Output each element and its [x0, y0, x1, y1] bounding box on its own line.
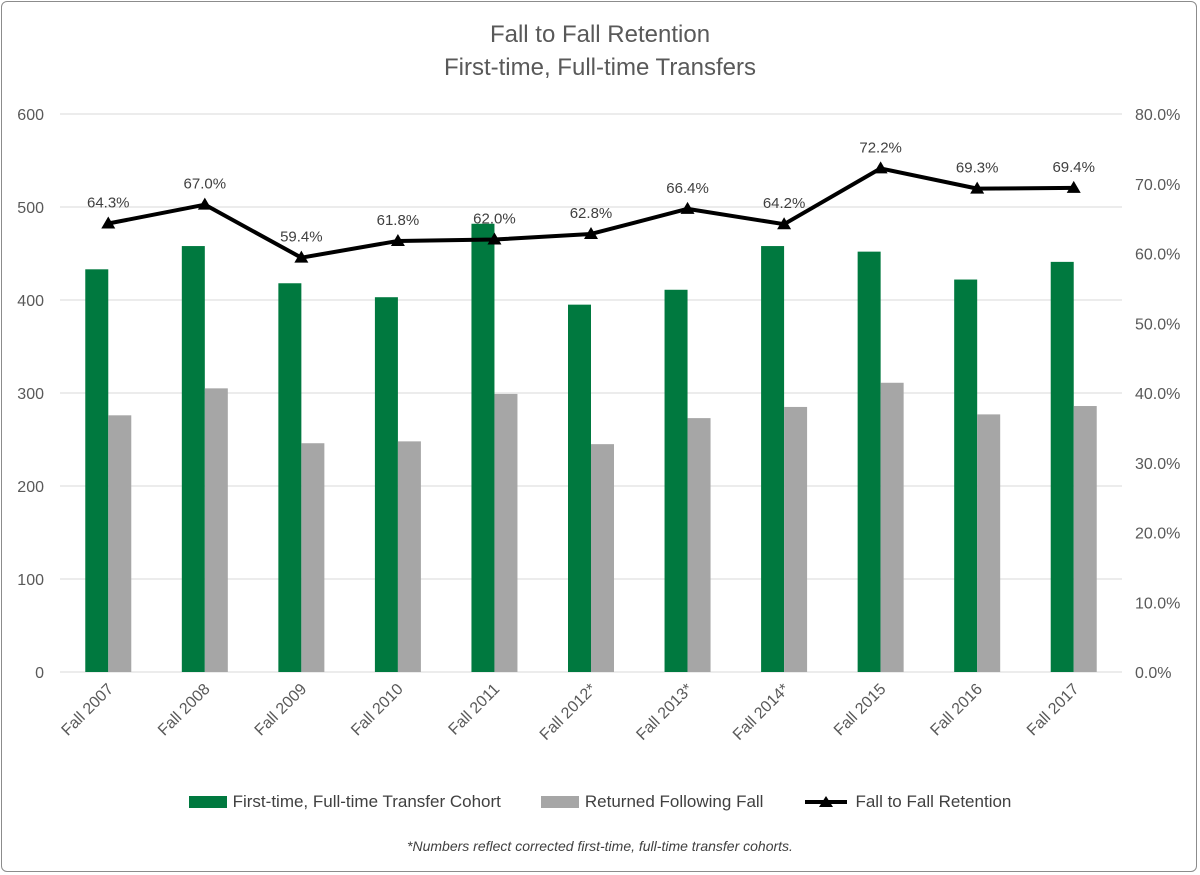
right-axis-tick-label: 10.0% [1135, 595, 1180, 612]
legend-item-cohort: First-time, Full-time Transfer Cohort [188, 792, 501, 812]
retention-data-label: 67.0% [184, 176, 227, 193]
bar-cohort [181, 246, 205, 672]
retention-marker [487, 232, 502, 245]
legend: First-time, Full-time Transfer Cohort Re… [0, 792, 1200, 812]
legend-swatch-returned [540, 796, 579, 808]
right-axis-tick-label: 80.0% [1135, 107, 1180, 124]
bar-returned [397, 441, 421, 672]
footnote: *Numbers reflect corrected first-time, f… [407, 838, 793, 854]
x-axis-tick-label: Fall 2015 [831, 681, 890, 740]
bar-returned [494, 393, 518, 672]
x-axis-tick-label: Fall 2010 [348, 681, 407, 740]
bar-cohort [1050, 261, 1074, 672]
retention-data-label: 59.4% [280, 229, 323, 246]
left-axis-tick-label: 300 [17, 386, 44, 403]
legend-swatch-retention [805, 796, 848, 807]
bar-cohort [471, 223, 495, 673]
left-axis-tick-label: 100 [17, 572, 44, 589]
bar-returned [784, 406, 808, 672]
bar-cohort [85, 269, 109, 672]
left-axis-tick-label: 200 [17, 479, 44, 496]
x-axis-tick-label: Fall 2009 [252, 681, 311, 740]
right-axis-tick-label: 70.0% [1135, 177, 1180, 194]
bar-returned [687, 418, 711, 672]
bar-returned [1073, 406, 1097, 672]
retention-data-label: 64.2% [763, 195, 806, 212]
retention-data-label: 72.2% [859, 139, 902, 156]
x-axis-tick-label: Fall 2014* [730, 681, 793, 744]
retention-data-label: 64.3% [87, 195, 130, 212]
right-axis-tick-label: 0.0% [1135, 665, 1171, 682]
legend-item-returned: Returned Following Fall [540, 792, 764, 812]
x-axis-tick-label: Fall 2013* [633, 681, 696, 744]
left-axis-tick-label: 0 [35, 665, 44, 682]
chart-subtitle: First-time, Full-time Transfers [443, 54, 757, 81]
retention-marker [680, 201, 695, 214]
legend-swatch-cohort [188, 796, 227, 808]
bar-returned [301, 443, 325, 672]
bar-cohort [857, 251, 881, 672]
left-axis-tick-label: 500 [17, 200, 44, 217]
bar-cohort [374, 297, 398, 672]
left-axis-tick-label: 400 [17, 293, 44, 310]
retention-data-label: 69.3% [956, 160, 999, 177]
right-axis-tick-label: 30.0% [1135, 456, 1180, 473]
legend-label-cohort: First-time, Full-time Transfer Cohort [232, 792, 501, 811]
right-axis-tick-label: 40.0% [1135, 386, 1180, 403]
retention-marker [777, 217, 792, 230]
right-axis-tick-label: 50.0% [1135, 316, 1180, 333]
retention-data-label: 66.4% [666, 180, 709, 197]
x-axis-tick-label: Fall 2012* [537, 681, 600, 744]
bar-cohort [954, 279, 978, 672]
retention-marker [873, 161, 888, 174]
retention-data-label: 62.8% [570, 205, 613, 222]
bar-returned [977, 414, 1001, 672]
retention-marker [584, 226, 598, 239]
retention-marker [1066, 180, 1081, 193]
bar-cohort [761, 246, 785, 672]
retention-marker [294, 250, 309, 263]
retention-marker [390, 233, 405, 246]
retention-data-label: 62.0% [473, 211, 516, 228]
retention-marker [101, 216, 116, 229]
bar-returned [108, 415, 132, 672]
right-axis-tick-label: 60.0% [1135, 247, 1180, 264]
left-axis-tick-label: 600 [17, 107, 44, 124]
x-axis-tick-label: Fall 2008 [155, 681, 214, 740]
x-axis-tick-label: Fall 2017 [1024, 681, 1083, 740]
bar-returned [204, 388, 228, 672]
x-axis-tick-label: Fall 2016 [927, 681, 986, 740]
chart-title: Fall to Fall Retention [489, 21, 711, 48]
bar-cohort [568, 304, 591, 672]
bar-cohort [278, 283, 302, 672]
legend-label-retention: Fall to Fall Retention [855, 792, 1012, 811]
retention-data-label: 61.8% [377, 212, 420, 229]
x-axis-tick-label: Fall 2011 [446, 681, 504, 739]
bar-cohort [664, 289, 688, 672]
retention-marker [197, 197, 212, 210]
legend-item-retention: Fall to Fall Retention [803, 792, 1011, 812]
right-axis-tick-label: 20.0% [1135, 526, 1180, 543]
chart-title-block: Fall to Fall Retention First-time, Full-… [0, 18, 1200, 84]
bar-returned [880, 382, 904, 672]
x-axis-tick-label: Fall 2007 [59, 681, 118, 740]
retention-marker [970, 181, 985, 194]
legend-label-returned: Returned Following Fall [584, 792, 764, 811]
retention-data-label: 69.4% [1052, 159, 1095, 176]
bar-returned [591, 444, 614, 672]
